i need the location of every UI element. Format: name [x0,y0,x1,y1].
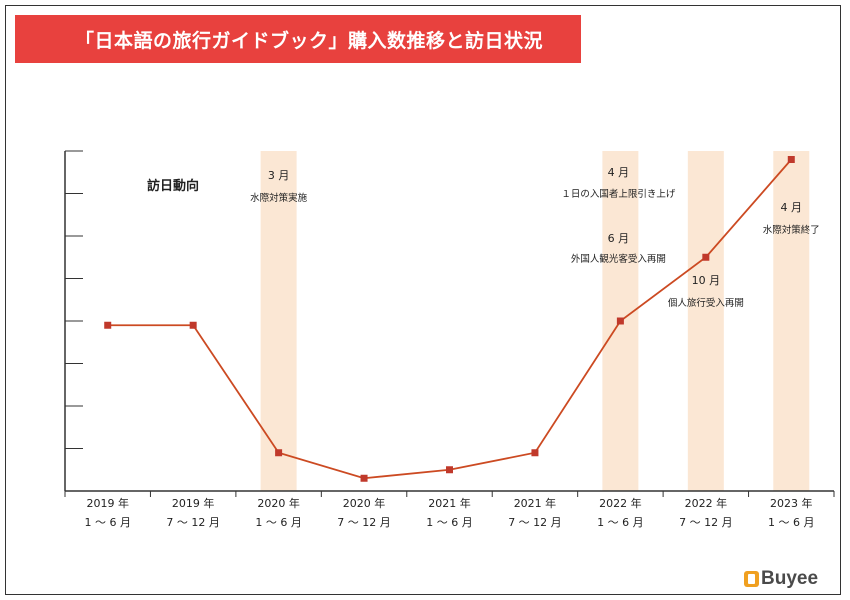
annotation-month: 10 月 [692,274,721,287]
x-tick-label-year: 2023 年 [770,496,813,510]
x-tick-label-year: 2020 年 [343,496,386,510]
annotation-text: 水際対策実施 [250,192,308,204]
annotation-month: 4 月 [781,201,803,214]
data-point [616,317,624,325]
annotation-text: 水際対策終了 [763,224,820,236]
x-tick-label-period: 7 ～ 12 月 [508,516,562,529]
x-tick-label-period: 1 ～ 6 月 [768,516,815,529]
brand-logo: Buyee [744,568,818,590]
x-tick-label-period: 1 ～ 6 月 [426,516,473,529]
x-tick-label-period: 1 ～ 6 月 [84,516,131,529]
chart-frame [5,5,841,595]
chart-title-text: 「日本語の旅行ガイドブック」購入数推移と訪日状況 [75,29,544,52]
data-point [787,156,795,163]
x-tick-label-year: 2019 年 [86,496,129,510]
x-tick-label-year: 2019 年 [172,496,215,510]
data-point [360,474,368,482]
x-tick-label-year: 2021 年 [514,496,557,510]
x-tick-label-year: 2020 年 [257,496,300,510]
annotation-text: １日の入国者上限引き上げ [561,189,676,200]
x-tick-label-period: 1 ～ 6 月 [255,516,302,529]
annotation-month: 4 月 [608,166,630,179]
annotation-month: 6 月 [608,232,630,245]
x-tick-label-period: 7 ～ 12 月 [337,516,391,529]
data-point [702,253,710,261]
brand-logo-icon [744,571,759,587]
data-point [446,466,453,474]
annotation-month: 3 月 [268,169,290,182]
data-point [104,321,112,329]
section-label: 訪日動向 [147,178,199,194]
data-point [275,449,283,457]
data-point [189,321,197,329]
highlight-band [687,151,724,491]
x-tick-label-year: 2022 年 [685,496,728,510]
x-tick-label-year: 2022 年 [599,496,642,510]
x-tick-label-period: 1 ～ 6 月 [597,516,644,529]
annotation-text: 個人旅行受入再開 [668,297,744,309]
chart-title: 「日本語の旅行ガイドブック」購入数推移と訪日状況 [15,15,581,63]
annotation-text: 外国人観光客受入再開 [571,253,666,265]
x-tick-label-year: 2021 年 [428,496,471,510]
brand-logo-text: Buyee [761,568,819,589]
x-tick-label-period: 7 ～ 12 月 [166,516,220,529]
data-point [531,449,539,457]
x-tick-label-period: 7 ～ 12 月 [679,516,733,529]
highlight-band [773,151,810,491]
